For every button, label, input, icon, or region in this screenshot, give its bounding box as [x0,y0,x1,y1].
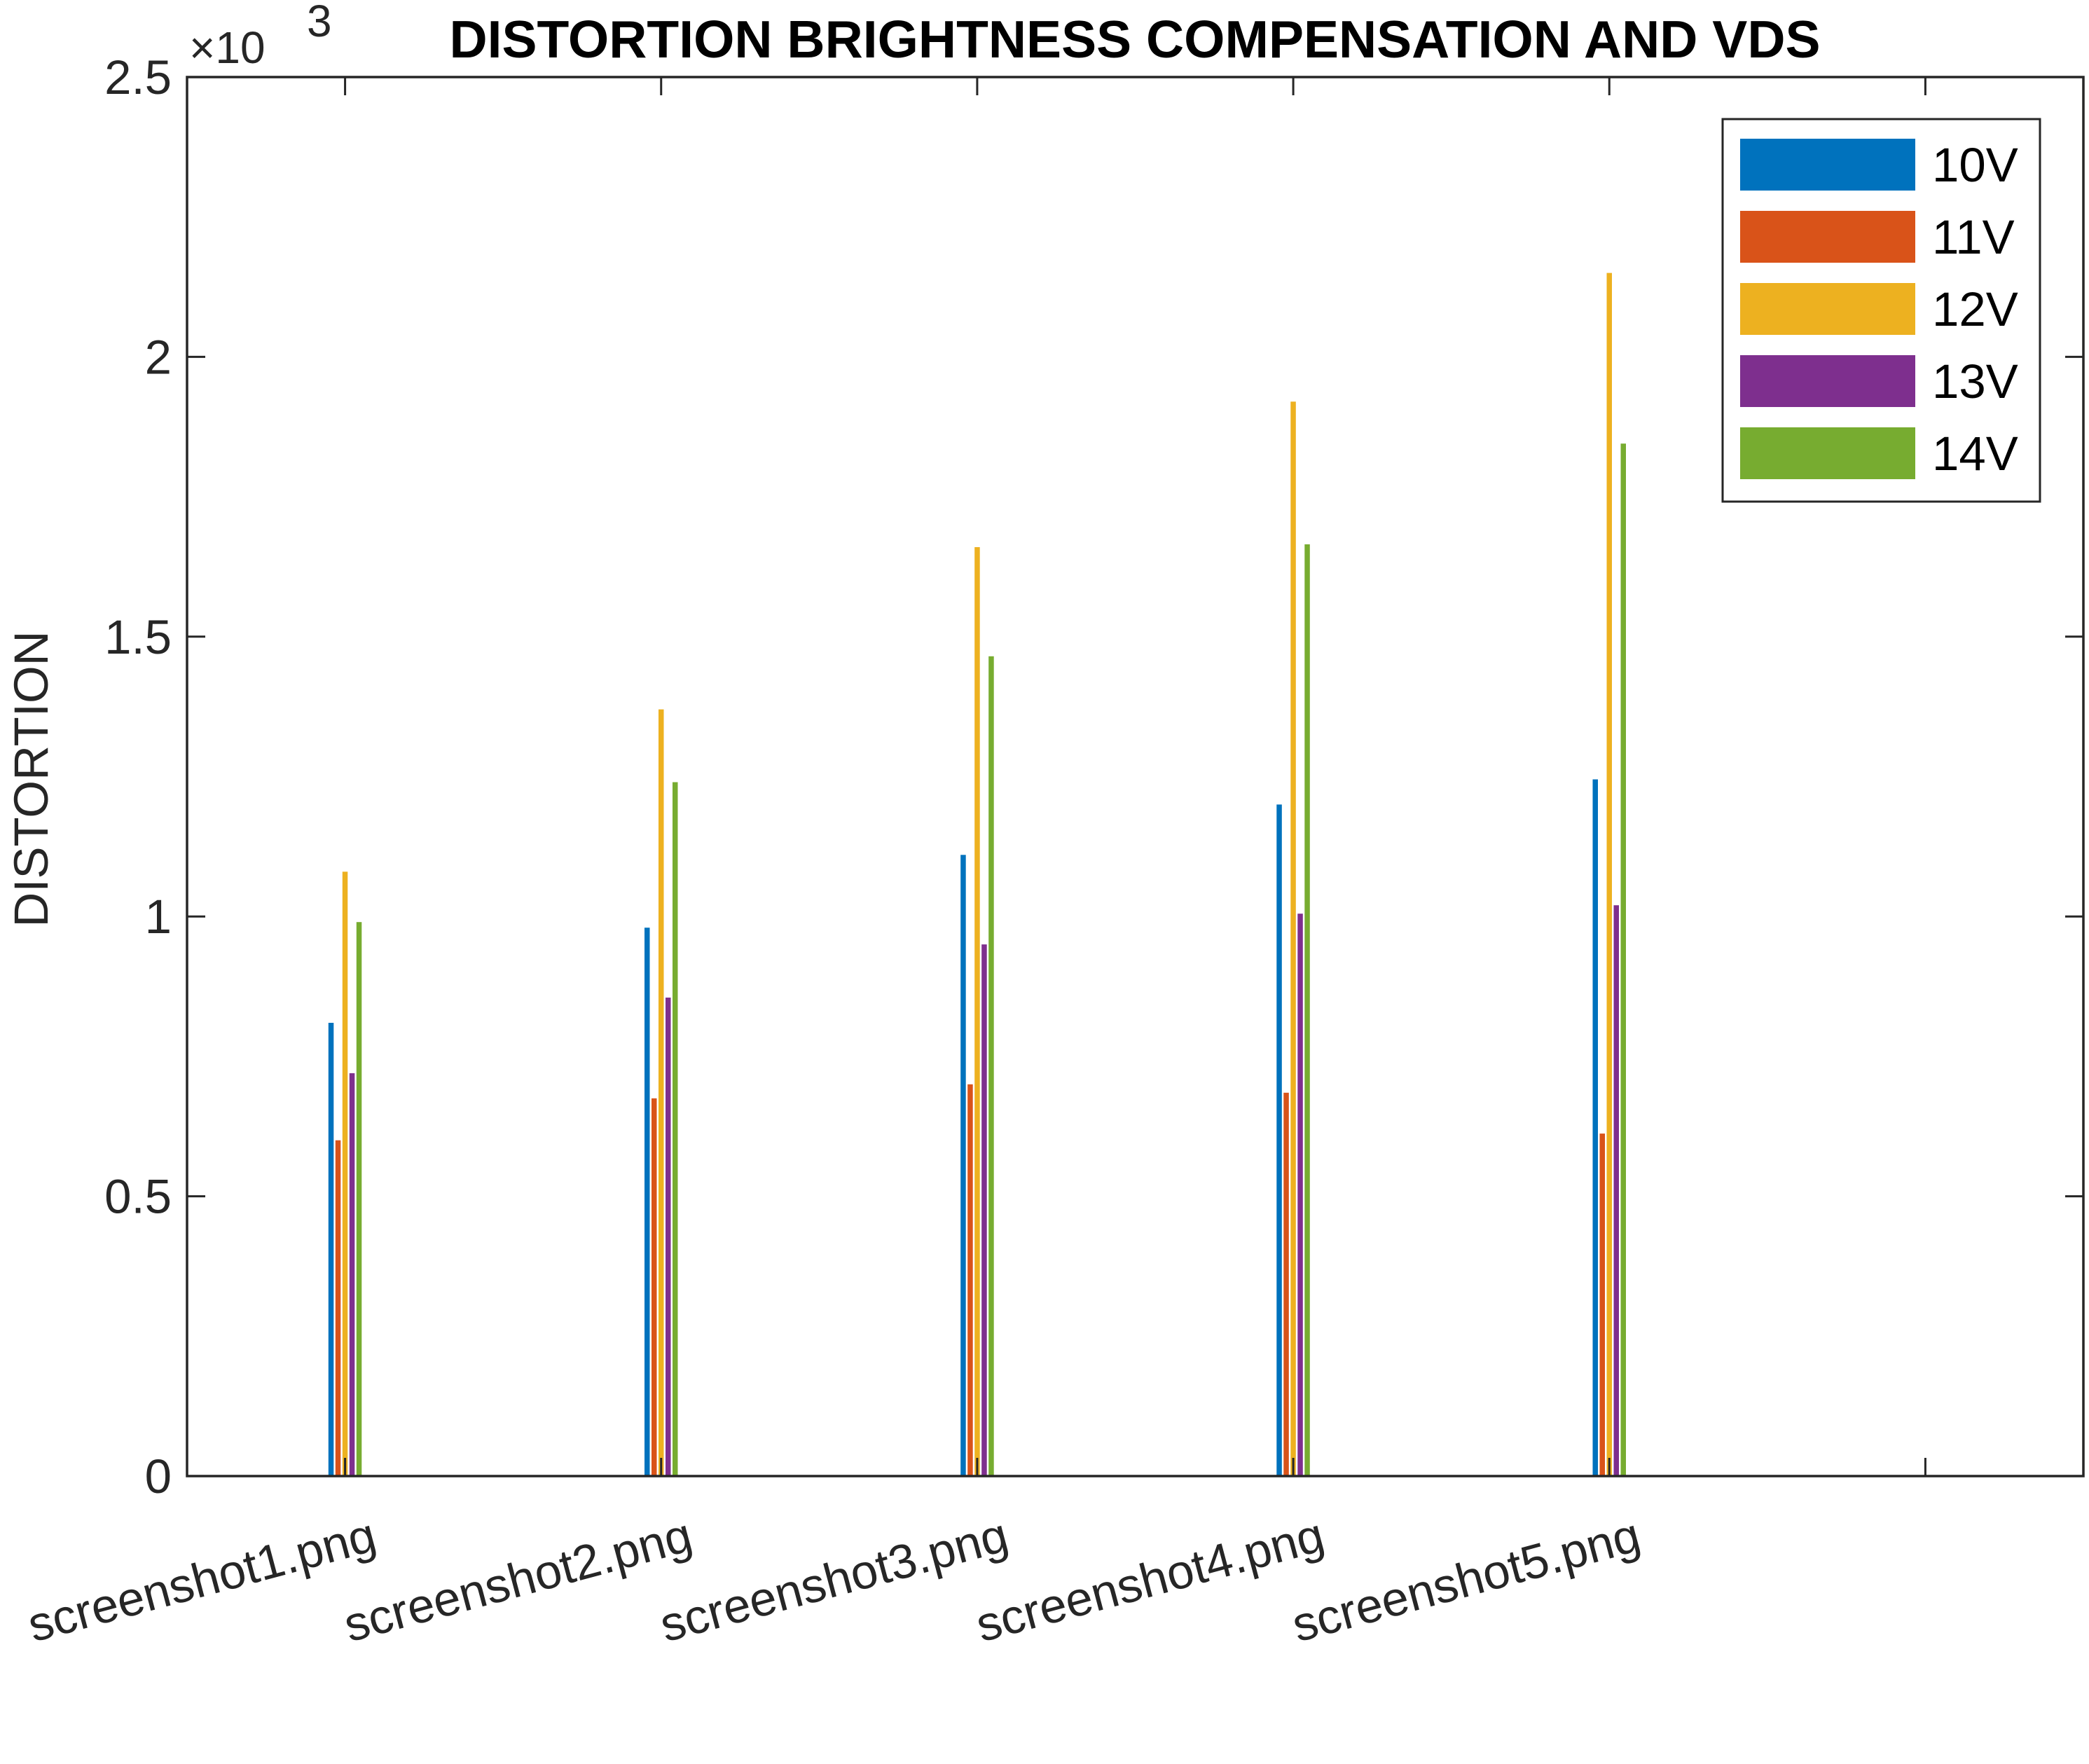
bar-13V-3 [981,944,987,1476]
chart-title: DISTORTION BRIGHTNESS COMPENSATION AND V… [449,10,1820,69]
y-exponent-label: ×10 [189,22,266,73]
bar-13V-1 [349,1073,355,1476]
bars-group [328,273,1626,1477]
bar-14V-3 [988,656,994,1476]
bar-12V-3 [974,547,980,1476]
legend-label-13V: 13V [1932,354,2018,408]
y-tick-label: 1.5 [104,610,172,664]
y-tick-label: 2 [145,330,172,384]
legend-label-14V: 14V [1932,427,2018,481]
bar-10V-5 [1592,779,1598,1476]
y-tick-label: 0 [145,1449,172,1503]
bar-10V-4 [1276,804,1282,1476]
bar-10V-2 [644,928,650,1476]
y-axis-label: DISTORTION [4,631,58,928]
bar-11V-5 [1599,1133,1605,1476]
bar-14V-4 [1304,544,1310,1476]
bar-12V-2 [659,709,664,1476]
bar-12V-1 [342,871,348,1476]
bar-12V-5 [1606,273,1612,1477]
x-tick-label: screenshot5.png [1286,1508,1646,1652]
legend-label-12V: 12V [1932,282,2018,336]
bar-13V-4 [1297,914,1303,1476]
y-tick-label: 0.5 [104,1170,172,1224]
y-tick-label: 1 [145,890,172,944]
legend-swatch-11V [1740,211,1915,263]
bar-14V-1 [356,922,362,1476]
x-tick-label: screenshot2.png [338,1508,698,1652]
bar-12V-4 [1290,401,1296,1476]
bar-13V-2 [666,998,671,1476]
x-tick-labels: screenshot1.pngscreenshot2.pngscreenshot… [22,1508,1646,1652]
y-exponent-power: 3 [307,0,332,46]
bar-10V-1 [328,1023,334,1476]
bar-11V-1 [335,1140,341,1476]
legend: 10V 11V 12V 13V 14V [1721,118,2041,503]
bar-14V-5 [1620,443,1626,1477]
legend-swatch-10V [1740,139,1915,191]
bar-10V-3 [960,855,966,1476]
y-tick-labels: 0 0.5 1 1.5 2 2.5 [104,50,172,1503]
bar-11V-4 [1283,1092,1289,1476]
legend-label-10V: 10V [1932,138,2018,192]
bar-11V-3 [967,1084,973,1476]
plot-frame [186,76,2085,1477]
bar-13V-5 [1613,905,1619,1476]
bar-14V-2 [673,782,678,1476]
legend-swatch-14V [1740,427,1915,479]
legend-label-11V: 11V [1932,210,2015,264]
legend-swatch-13V [1740,355,1915,407]
x-tick-label: screenshot4.png [970,1508,1330,1652]
legend-swatch-12V [1740,283,1915,335]
bar-11V-2 [651,1098,657,1476]
y-tick-label: 2.5 [104,50,172,104]
x-tick-label: screenshot1.png [22,1508,382,1652]
x-tick-label: screenshot3.png [654,1508,1014,1652]
